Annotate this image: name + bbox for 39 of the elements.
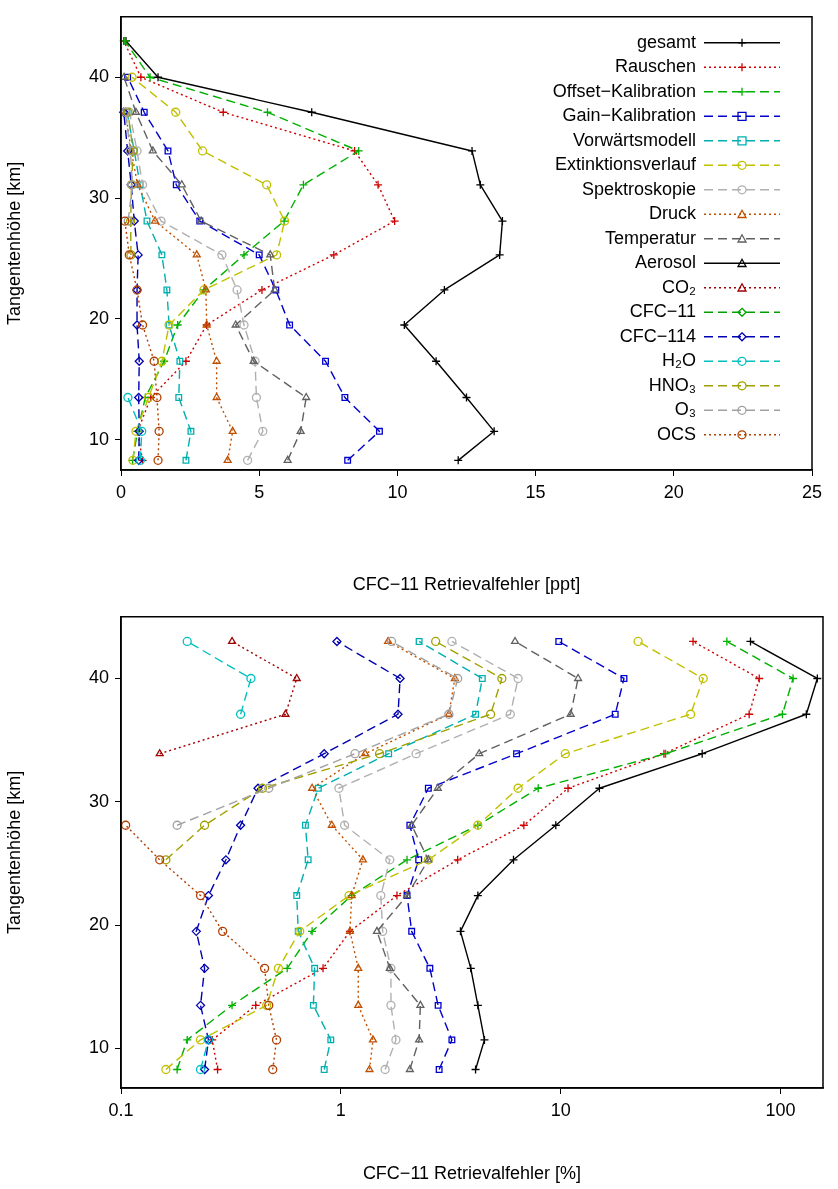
legend-label: gesamt: [636, 31, 696, 52]
y-tick-label: 10: [88, 428, 109, 449]
legend-label: Druck: [648, 203, 697, 224]
x-tick-label: 100: [765, 1099, 796, 1120]
legend-label: Offset−Kalibration: [552, 80, 696, 101]
y-tick-label: 10: [88, 1037, 109, 1058]
legend-label: OCS: [656, 423, 696, 444]
y-tick-label: 30: [88, 187, 109, 208]
legend-label: CO₂: [662, 276, 696, 297]
legend-label: HNO₃: [648, 374, 696, 395]
x-tick-label: 5: [254, 481, 265, 502]
x-tick-label: 1: [335, 1099, 346, 1120]
legend-label: Vorwärtsmodell: [572, 129, 696, 150]
x-tick-label: 10: [387, 481, 408, 502]
y-axis-title: Tangentenhöhe [km]: [3, 161, 24, 325]
legend-label: Rauschen: [614, 56, 696, 77]
legend-label: Spektroskopie: [581, 178, 696, 199]
y-tick-label: 30: [88, 790, 109, 811]
legend-label: Aerosol: [634, 252, 696, 273]
x-axis-title: CFC−11 Retrievalfehler [%]: [362, 1163, 582, 1184]
legend-label: CFC−114: [619, 325, 696, 346]
legend-label: CFC−11: [629, 301, 696, 322]
legend-label: Gain−Kalibration: [562, 105, 696, 126]
x-tick-label: 10: [550, 1099, 571, 1120]
x-tick-label: 0.1: [108, 1099, 134, 1120]
y-tick-label: 40: [88, 66, 109, 87]
x-tick-label: 20: [663, 481, 684, 502]
legend-label: O₃: [674, 399, 696, 420]
y-tick-label: 20: [88, 307, 109, 328]
x-axis-title: CFC−11 Retrievalfehler [ppt]: [352, 574, 581, 595]
y-tick-label: 20: [88, 914, 109, 935]
x-tick-label: 25: [801, 481, 823, 502]
legend-label: Temperatur: [604, 227, 696, 248]
legend-label: Extinktionsverlauf: [554, 154, 697, 175]
legend-label: H₂O: [662, 350, 696, 371]
x-tick-label: 0: [115, 481, 127, 502]
x-tick-label: 15: [525, 481, 546, 502]
y-tick-label: 40: [88, 667, 109, 688]
y-axis-title: Tangentenhöhe [km]: [3, 770, 24, 934]
